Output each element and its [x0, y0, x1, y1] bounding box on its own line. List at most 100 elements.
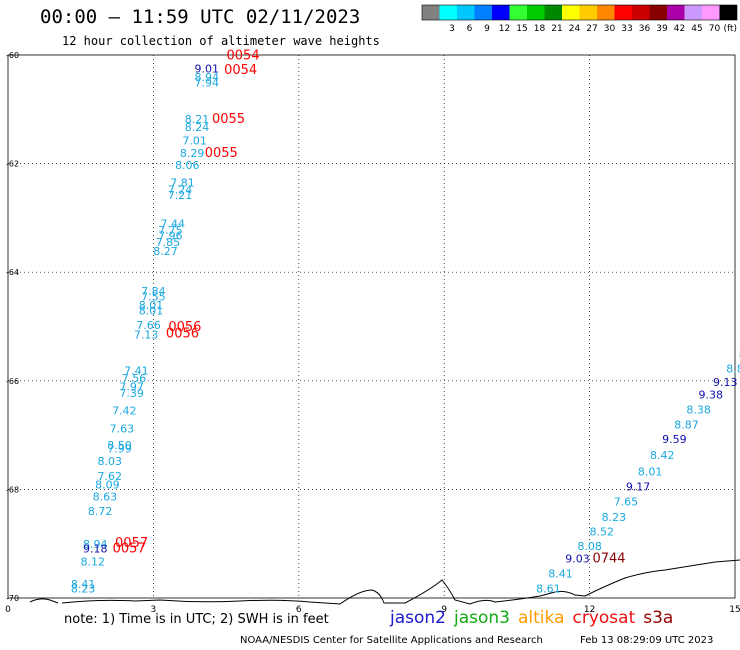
- wave-height-value: 8.03: [98, 455, 123, 468]
- x-tick-label: 15: [729, 605, 740, 615]
- wave-height-value: 8.08: [577, 540, 602, 553]
- wave-height-value: 8.24: [185, 121, 210, 134]
- wave-height-value: 8.01: [139, 299, 164, 312]
- wave-height-value: 7.97: [119, 381, 144, 394]
- satellite-name-jason2: jason2: [390, 608, 446, 628]
- wave-height-value: 8.87: [674, 419, 699, 432]
- satellite-name-cryosat: cryosat: [572, 608, 636, 628]
- wave-height-value: 7.75: [158, 224, 183, 237]
- wave-height-value: 9.01: [194, 62, 219, 75]
- wave-height-value: 8.8: [726, 363, 740, 376]
- legend-swatch: [474, 5, 492, 20]
- wave-height-value: 8.06: [175, 159, 200, 172]
- legend-swatch: [562, 5, 580, 20]
- wave-height-value: 7.62: [98, 470, 123, 483]
- legend-label: 39: [656, 24, 668, 34]
- wave-height-value: 7.81: [170, 176, 195, 189]
- legend-swatch: [597, 5, 615, 20]
- wave-height-value: 8.23: [71, 583, 96, 596]
- wave-height-value: 9.17: [626, 480, 651, 493]
- antarctic-coastline: [29, 559, 740, 605]
- legend-swatch: [509, 5, 527, 20]
- legend-swatch: [422, 5, 440, 20]
- legend-swatch: [614, 5, 632, 20]
- wave-height-value: 8.21: [185, 113, 210, 126]
- wave-height-value: 7.39: [119, 387, 144, 400]
- legend-swatch: [702, 5, 720, 20]
- legend-swatch: [667, 5, 685, 20]
- legend-swatch: [527, 5, 545, 20]
- legend-label: 6: [467, 24, 473, 34]
- legend-swatch: [684, 5, 702, 20]
- wave-height-value: 8.29: [180, 147, 205, 160]
- wave-height-value: 8.42: [650, 449, 675, 462]
- legend-swatch: [719, 5, 737, 20]
- wave-height-value: 7.21: [168, 189, 193, 202]
- wave-height-value: 7.41: [124, 364, 149, 377]
- pass-time-label: 0057: [113, 541, 146, 556]
- wave-height-value: 7.42: [112, 404, 137, 417]
- pass-time-label: 0057: [115, 536, 148, 551]
- legend-label: 30: [604, 24, 616, 34]
- wave-height-value: 8.61: [536, 583, 561, 596]
- wave-height-value: 8.41: [548, 567, 573, 580]
- wave-height-value: 7.65: [614, 496, 639, 509]
- wave-height-value: 8.01: [638, 465, 663, 478]
- wave-height-value: 9.03: [565, 553, 590, 566]
- x-tick-label: 3: [151, 605, 157, 615]
- pass-time-label: 0744: [592, 552, 625, 567]
- credit-line: NOAA/NESDIS Center for Satellite Applica…: [240, 635, 543, 646]
- map-frame: [7, 54, 736, 599]
- y-tick-label: -60: [6, 51, 19, 60]
- y-tick-label: -66: [6, 377, 19, 386]
- legend-label: 70: [709, 24, 721, 34]
- wave-height-value: 8.50: [107, 439, 132, 452]
- legend-label: 12: [499, 24, 510, 34]
- legend-swatch: [579, 5, 597, 20]
- satellite-legend: jason2 jason3 altika cryosat s3a: [390, 608, 681, 628]
- legend-swatch: [492, 5, 510, 20]
- satellite-name-jason3: jason3: [454, 608, 510, 628]
- pass-time-label: 0055: [212, 112, 245, 127]
- pass-time-label: 0054: [224, 63, 257, 78]
- wave-height-value: 8.41: [71, 578, 96, 591]
- map-grid: [8, 55, 735, 598]
- page-subtitle: 12 hour collection of altimeter wave hei…: [62, 34, 380, 48]
- pass-time-label: 0056: [166, 326, 199, 341]
- wave-height-value: 8.72: [88, 505, 113, 518]
- legend-label: 9: [484, 24, 490, 34]
- wave-height-value: 7.85: [156, 236, 181, 249]
- wave-height-value: 7.63: [110, 422, 135, 435]
- wave-height-value: 7.01: [182, 135, 207, 148]
- pass-time-label: 0055: [205, 146, 238, 161]
- x-tick-label: 6: [296, 605, 302, 615]
- legend-label: 33: [621, 24, 632, 34]
- legend-label: 18: [534, 24, 546, 34]
- wave-height-value: 8: [739, 348, 740, 361]
- wave-height-value: 7.94: [194, 76, 219, 89]
- legend-label: 24: [569, 24, 581, 34]
- wave-height-value: 8.52: [589, 526, 614, 539]
- legend-units: (ft): [724, 24, 738, 34]
- legend-label: 45: [691, 24, 702, 34]
- wave-height-value: 7.44: [161, 218, 186, 231]
- generated-timestamp: Feb 13 08:29:09 UTC 2023: [580, 635, 714, 646]
- wave-height-value: 7.13: [134, 328, 159, 341]
- wave-height-value: 8.94: [194, 71, 219, 84]
- wave-height-value: 7.66: [136, 319, 161, 332]
- x-tick-label: 9: [441, 605, 447, 615]
- wave-height-value: 7.24: [168, 183, 193, 196]
- y-tick-label: -70: [6, 594, 19, 603]
- wave-height-value: 8.38: [686, 403, 711, 416]
- wave-height-value: 8.09: [95, 478, 120, 491]
- coastline: [29, 559, 740, 605]
- x-tick-label: 0: [5, 605, 11, 615]
- wave-height-value: 7.96: [158, 230, 183, 243]
- wave-height-value: 7.56: [122, 372, 147, 385]
- legend-label: 36: [639, 24, 651, 34]
- pass-time-label: 0056: [168, 320, 201, 335]
- legend-label: 21: [551, 24, 562, 34]
- satellite-name-s3a: s3a: [643, 608, 674, 628]
- wave-height-value: 8.23: [602, 511, 627, 524]
- y-tick-label: -64: [6, 268, 19, 277]
